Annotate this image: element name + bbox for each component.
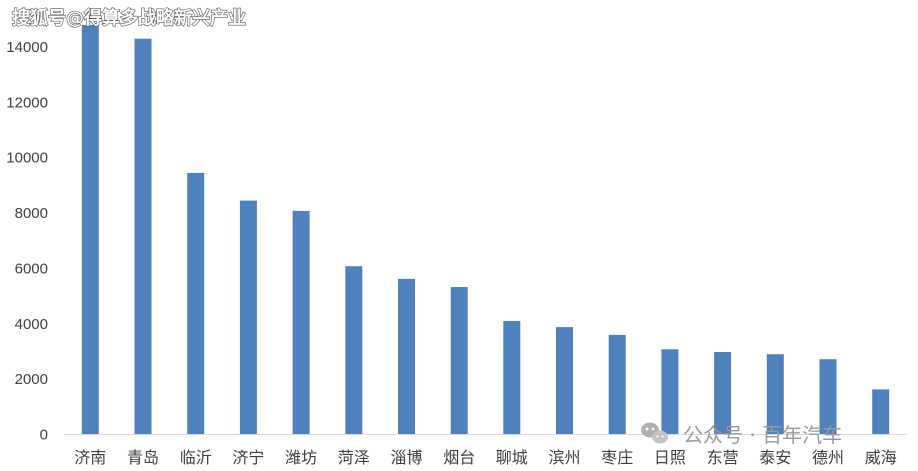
y-tick-label: 2000 [15, 371, 48, 388]
x-tick-label: 济南 [74, 448, 106, 467]
x-tick-label: 威海 [865, 448, 897, 467]
x-tick-label: 临沂 [180, 448, 212, 467]
bar-0 [81, 24, 99, 435]
bar-2 [187, 172, 205, 435]
x-tick-label: 青岛 [127, 448, 159, 467]
y-tick-label: 8000 [15, 205, 48, 222]
bar-15 [872, 389, 890, 435]
x-axis-labels: 济南 青岛 临沂 济宁 潍坊 菏泽 淄博 烟台 聊城 滨州 枣庄 日照 东营 泰安 德州 威海 [74, 448, 896, 467]
x-tick-label: 淄博 [390, 448, 422, 467]
x-tick-label: 菏泽 [338, 448, 370, 467]
bottom-watermark: 公众号 · 百年汽车 [641, 422, 842, 447]
y-tick-label: 10000 [6, 150, 48, 167]
x-tick-label: 日照 [654, 448, 686, 467]
bar-5 [345, 266, 363, 435]
x-tick-label: 德州 [812, 448, 844, 467]
x-tick-label: 枣庄 [601, 448, 633, 467]
bar-1 [134, 38, 152, 435]
y-tick-label: 14000 [6, 39, 48, 56]
x-tick-label: 泰安 [759, 448, 791, 467]
bar-12 [714, 352, 732, 435]
y-tick-label: 4000 [15, 316, 48, 333]
bar-7 [450, 287, 468, 435]
y-tick-label: 12000 [6, 94, 48, 111]
bar-13 [766, 354, 784, 435]
x-tick-label: 烟台 [443, 448, 475, 467]
bar-8 [503, 321, 521, 435]
bar-6 [398, 278, 415, 435]
bar-11 [661, 349, 679, 435]
bar-9 [556, 327, 573, 435]
x-tick-label: 东营 [707, 448, 739, 467]
bar-4 [292, 210, 310, 435]
y-tick-label: 6000 [15, 260, 48, 277]
x-tick-label: 聊城 [496, 448, 528, 467]
bars-layer [81, 24, 890, 435]
wechat-icon [641, 422, 668, 444]
x-tick-label: 滨州 [548, 448, 580, 467]
x-tick-label: 潍坊 [285, 448, 317, 467]
y-axis-ticks: 0 2000 4000 6000 8000 10000 12000 14000 [6, 39, 48, 444]
x-tick-label: 济宁 [232, 448, 264, 467]
bar-14 [819, 359, 837, 435]
y-tick-label: 0 [40, 427, 48, 444]
bottom-watermark-text: 公众号 · 百年汽车 [683, 423, 842, 447]
top-watermark-text: 搜狐号@得算多战略新兴产业 [12, 7, 246, 29]
bar-10 [608, 334, 626, 435]
bar-3 [239, 200, 257, 435]
